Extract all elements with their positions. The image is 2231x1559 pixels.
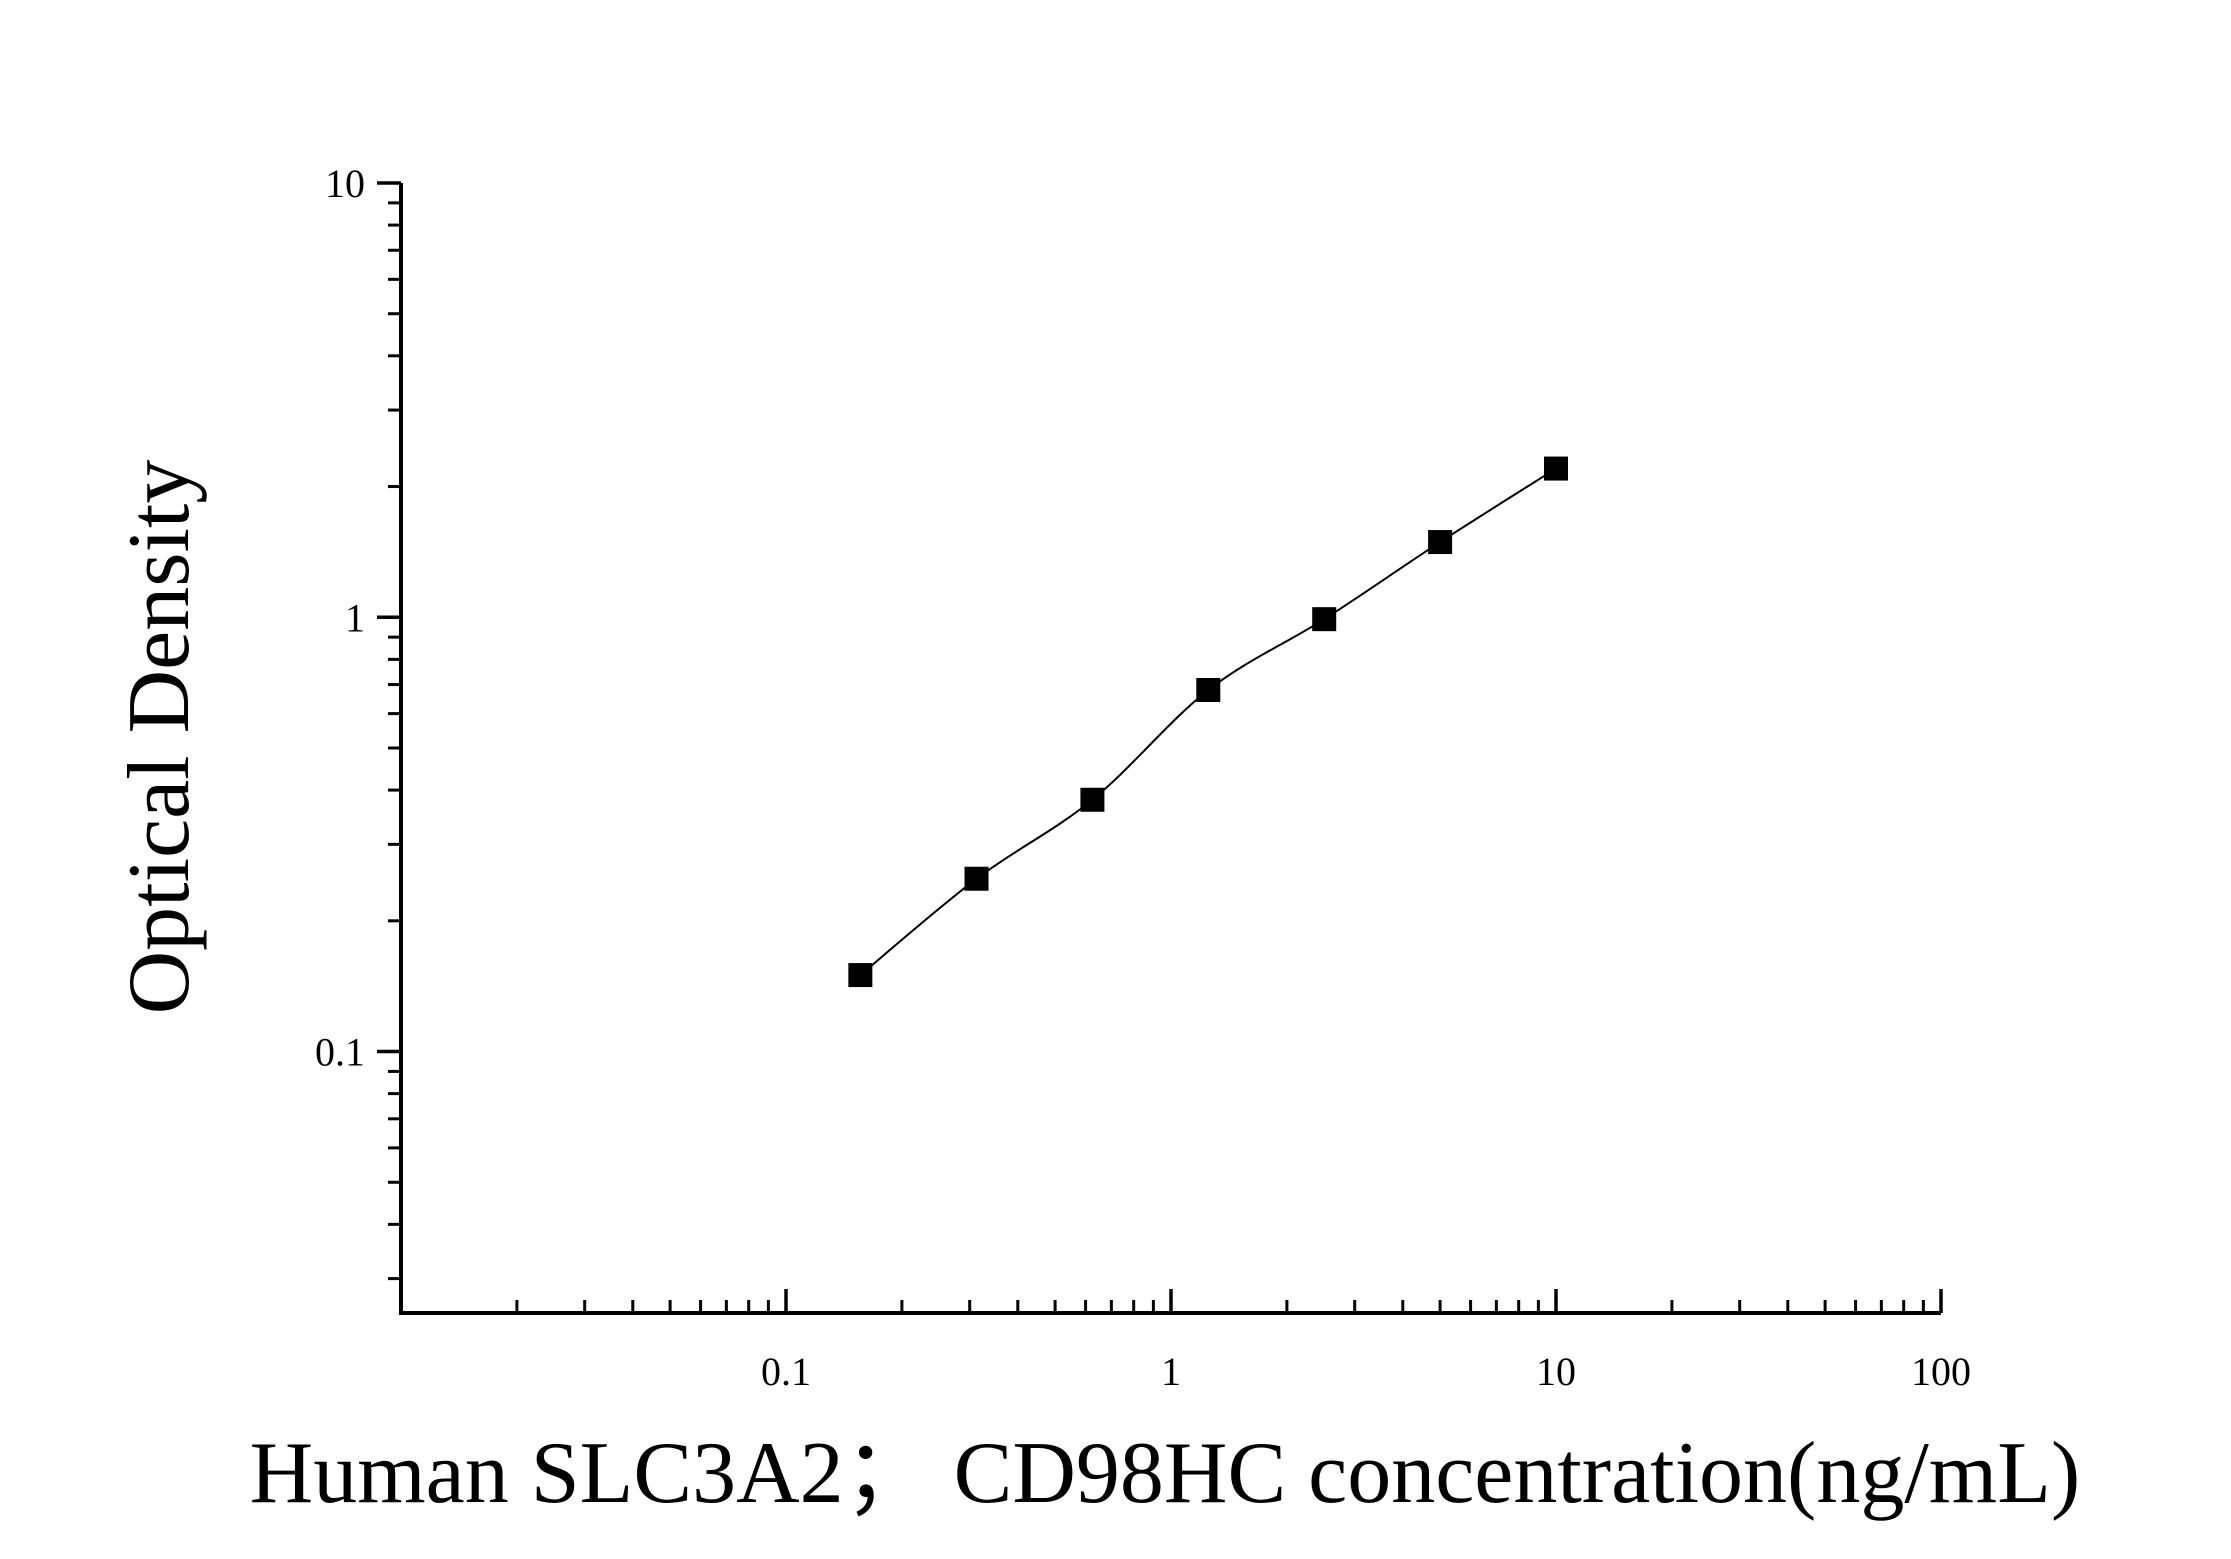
y-axis-title: Optical Density (111, 460, 208, 1015)
x-axis-ticks (399, 1289, 1943, 1313)
data-point-marker (848, 963, 873, 988)
x-tick-label: 1 (1161, 1349, 1181, 1394)
y-tick-label: 0.1 (315, 1030, 365, 1075)
y-axis-tick-labels: 0.1 1 10 (315, 161, 365, 1075)
x-axis: 0.1 1 10 100 (399, 1289, 1971, 1394)
data-markers (848, 456, 1568, 988)
y-axis: 0.1 1 10 (315, 161, 403, 1313)
data-point-marker (964, 866, 989, 891)
data-point-marker (1080, 787, 1105, 812)
x-axis-title: Human SLC3A2； CD98HC concentration(ng/mL… (250, 1425, 2081, 1522)
data-point-marker (1544, 456, 1568, 481)
data-point-marker (1428, 530, 1453, 555)
x-tick-label: 10 (1536, 1349, 1576, 1394)
y-tick-label: 10 (325, 161, 365, 206)
x-tick-label: 100 (1911, 1349, 1971, 1394)
y-tick-label: 1 (345, 595, 365, 640)
data-point-marker (1196, 678, 1221, 703)
y-axis-ticks (377, 181, 401, 1281)
data-point-marker (1312, 607, 1337, 632)
x-tick-label: 0.1 (761, 1349, 811, 1394)
x-axis-tick-labels: 0.1 1 10 100 (761, 1349, 1971, 1394)
